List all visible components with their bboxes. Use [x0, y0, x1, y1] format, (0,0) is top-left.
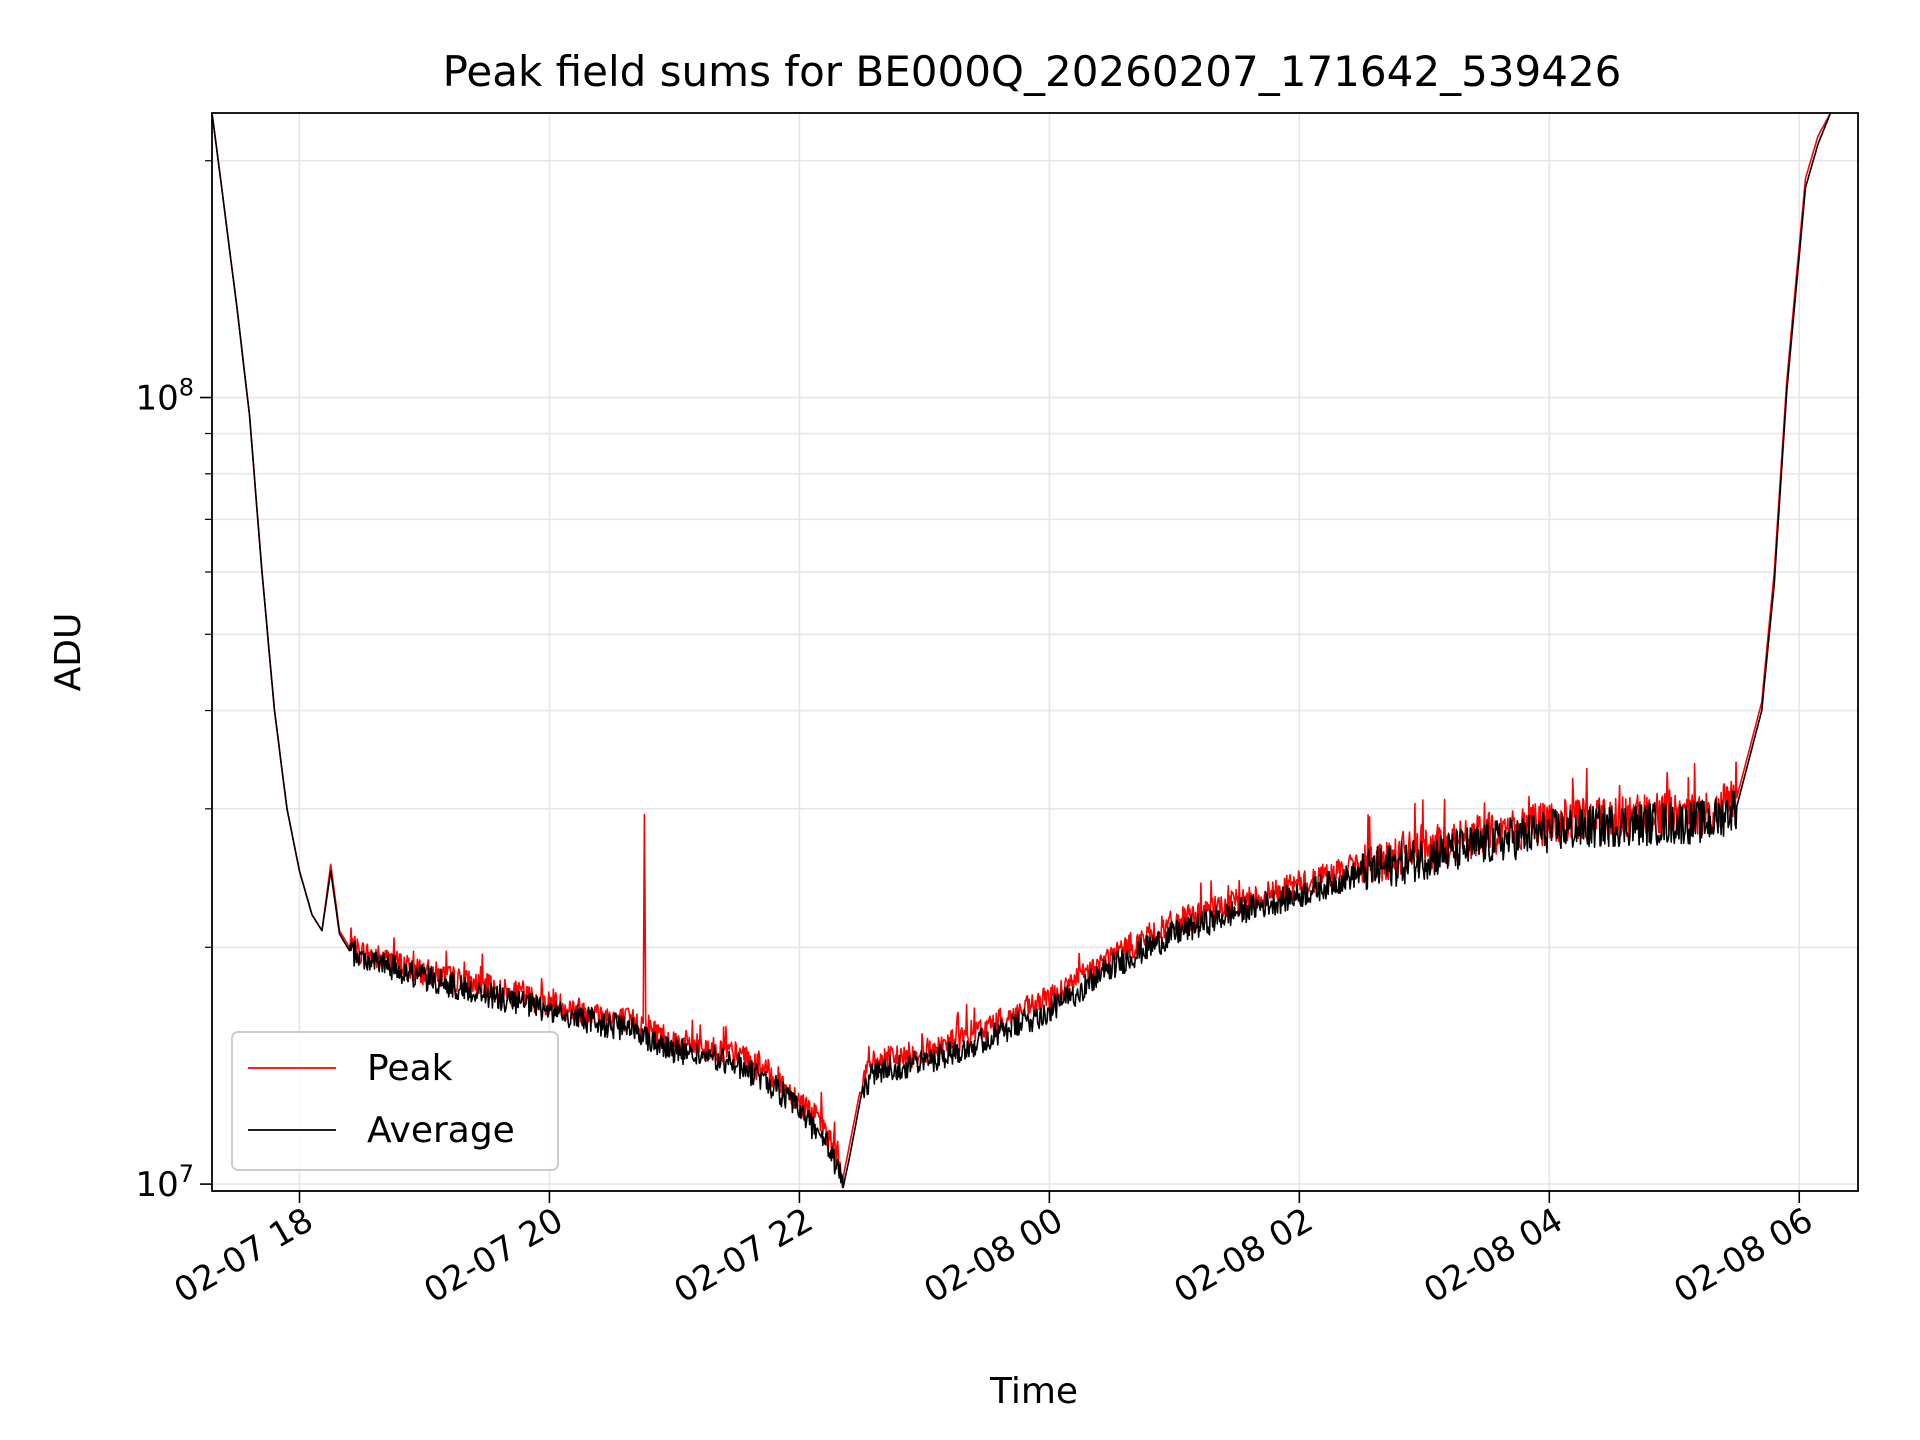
y-tick-label-base-0: 10	[135, 1165, 178, 1205]
y-tick-label-base-1: 10	[135, 379, 178, 419]
legend-box	[231, 1031, 559, 1171]
legend-label-peak: Peak	[367, 1048, 453, 1089]
series-line-average	[212, 113, 1832, 1189]
plot-area	[212, 113, 1832, 1189]
chart-title: Peak field sums for BE000Q_20260207_1716…	[443, 47, 1622, 96]
y-tick-label-1: 108	[135, 374, 194, 419]
plot-frame	[211, 112, 1859, 1192]
x-axis-label: Time	[989, 1371, 1078, 1412]
y-axis-label: ADU	[48, 613, 89, 692]
legend: Peak Average	[231, 1031, 559, 1171]
y-tick-label-exp-1: 8	[179, 374, 194, 402]
y-tick-label-exp-0: 7	[179, 1160, 194, 1188]
y-tick-label-0: 107	[135, 1160, 194, 1205]
legend-label-average: Average	[367, 1110, 515, 1151]
